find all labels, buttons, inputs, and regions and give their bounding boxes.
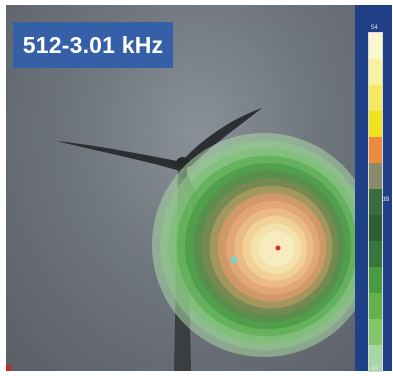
legend-color-segment (369, 293, 382, 319)
scene-svg (56, 108, 355, 371)
secondary-marker (230, 256, 238, 264)
legend-color-segment (369, 137, 382, 163)
legend-color-segment (369, 189, 382, 215)
legend-color-segment (369, 241, 382, 267)
legend-color-segment (369, 85, 382, 111)
hotspot-center (275, 245, 281, 251)
legend-color-segment (369, 215, 382, 241)
turbine-blade-left (56, 141, 182, 171)
legend-color-segment (369, 319, 382, 345)
legend-unit-label: dB (382, 197, 390, 203)
color-scale-legend: 54 dB 40 (355, 5, 392, 372)
legend-color-segment (369, 345, 382, 371)
acoustic-hotspot (152, 133, 355, 357)
corner-indicator (6, 365, 11, 371)
legend-color-segment (369, 33, 382, 59)
legend-max-label: 54 (371, 25, 378, 31)
legend-min-label: 40 (371, 366, 378, 372)
legend-color-segment (369, 111, 382, 137)
frequency-label: 512-3.01 kHz (13, 22, 173, 68)
legend-color-segment (369, 59, 382, 85)
legend-color-segment (369, 267, 382, 293)
color-scale-bar (368, 32, 383, 372)
legend-color-segment (369, 163, 382, 189)
camera-view: 512-3.01 kHz (6, 5, 355, 371)
